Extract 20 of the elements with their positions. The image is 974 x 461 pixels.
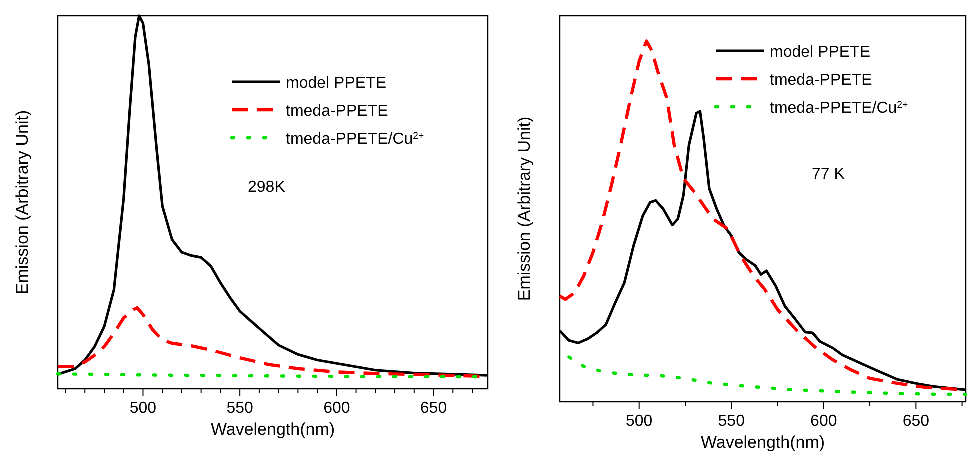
x-tick-label: 500 [130,400,157,417]
x-axis-title: Wavelength(nm) [700,433,826,452]
x-tick-label: 600 [810,413,838,430]
legend-label: tmeda-PPETE/Cu$^{2+}$ [770,100,908,117]
x-tick-label: 550 [226,400,254,417]
x-axis-title: Wavelength(nm) [210,420,336,439]
legend-label: tmeda-PPETE [286,103,388,120]
legend-label: tmeda-PPETE [770,72,872,89]
x-tick-label: 500 [626,413,653,430]
x-tick-label: 550 [718,413,746,430]
y-axis-title: Emission (Arbitrary Unit) [515,116,534,302]
annotation: 298K [248,179,286,196]
legend-label: model PPETE [286,75,386,92]
x-tick-label: 600 [324,400,350,417]
x-tick-label: 650 [902,413,930,430]
x-tick-label: 650 [420,400,448,417]
y-axis-title: Emission (Arbitrary Unit) [13,110,32,295]
annotation: 77 K [812,166,846,183]
legend-label: tmeda-PPETE/Cu$^{2+}$ [286,130,424,148]
legend-label: model PPETE [770,44,870,61]
